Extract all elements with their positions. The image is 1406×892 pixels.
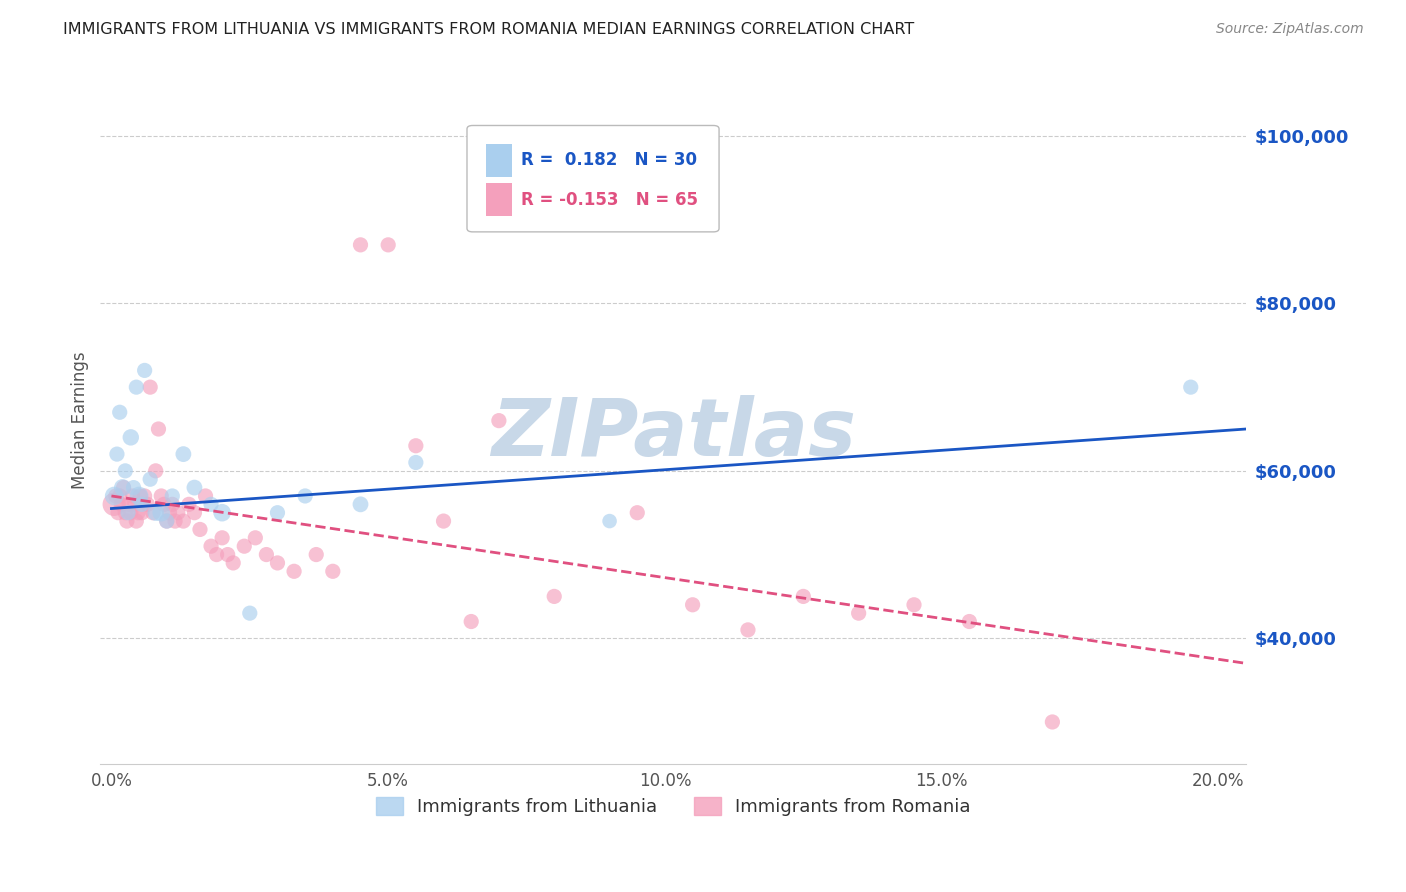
Point [294,489,316,503]
Point [848,606,870,620]
Point [405,439,427,453]
Point [460,615,482,629]
Point [150,506,173,520]
Point [737,623,759,637]
Point [108,489,131,503]
Point [205,548,228,562]
Text: R = -0.153   N = 65: R = -0.153 N = 65 [520,191,697,209]
Point [118,497,141,511]
Point [322,564,344,578]
Point [162,489,184,503]
Point [211,506,233,520]
Point [156,514,179,528]
Point [156,514,179,528]
Point [405,455,427,469]
Point [349,497,371,511]
Point [103,489,125,503]
Point [107,506,129,520]
FancyBboxPatch shape [467,126,718,232]
Point [139,472,162,486]
Point [134,489,156,503]
Point [125,514,148,528]
FancyBboxPatch shape [486,144,512,177]
Point [139,380,162,394]
Point [1180,380,1202,394]
Point [125,380,148,394]
Point [349,237,371,252]
Point [148,422,170,436]
Point [903,598,925,612]
Point [245,531,267,545]
Point [211,531,233,545]
Point [957,615,980,629]
Point [183,481,205,495]
Point [120,430,142,444]
Point [153,497,176,511]
Point [134,363,156,377]
Point [120,506,142,520]
Point [200,497,222,511]
Point [266,556,288,570]
Point [145,464,167,478]
Point [166,506,188,520]
Point [114,464,136,478]
Point [188,523,211,537]
Point [172,447,194,461]
Point [222,556,245,570]
Legend: Immigrants from Lithuania, Immigrants from Romania: Immigrants from Lithuania, Immigrants fr… [368,789,977,823]
Point [131,497,153,511]
Point [682,598,704,612]
Point [543,590,565,604]
Point [117,506,139,520]
Point [131,506,153,520]
Point [136,497,159,511]
Point [108,405,131,419]
Point [142,506,165,520]
Point [128,489,150,503]
Point [1040,714,1063,729]
Point [233,539,256,553]
Point [239,606,262,620]
Point [626,506,648,520]
Point [488,414,510,428]
Point [112,481,135,495]
Point [111,481,134,495]
Point [305,548,328,562]
FancyBboxPatch shape [486,183,512,216]
Point [150,489,173,503]
Text: Source: ZipAtlas.com: Source: ZipAtlas.com [1216,22,1364,37]
Point [217,548,239,562]
Point [121,489,143,503]
Point [114,506,136,520]
Y-axis label: Median Earnings: Median Earnings [72,351,89,490]
Point [266,506,288,520]
Point [432,514,454,528]
Point [254,548,277,562]
Point [103,497,125,511]
Point [177,497,200,511]
Point [122,481,145,495]
Point [792,590,814,604]
Point [145,506,167,520]
Point [129,489,152,503]
Point [127,506,149,520]
Point [104,489,127,503]
Text: IMMIGRANTS FROM LITHUANIA VS IMMIGRANTS FROM ROMANIA MEDIAN EARNINGS CORRELATION: IMMIGRANTS FROM LITHUANIA VS IMMIGRANTS … [63,22,914,37]
Point [110,497,132,511]
Point [159,506,181,520]
Point [165,514,187,528]
Point [194,489,217,503]
Point [377,237,399,252]
Point [283,564,305,578]
Point [105,447,128,461]
Text: R =  0.182   N = 30: R = 0.182 N = 30 [520,151,697,169]
Text: ZIPatlas: ZIPatlas [491,395,856,474]
Point [115,514,138,528]
Point [599,514,621,528]
Point [124,497,146,511]
Point [200,539,222,553]
Point [162,497,184,511]
Point [172,514,194,528]
Point [183,506,205,520]
